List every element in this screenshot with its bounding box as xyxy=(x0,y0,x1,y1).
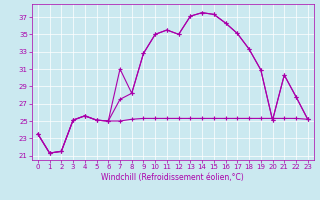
X-axis label: Windchill (Refroidissement éolien,°C): Windchill (Refroidissement éolien,°C) xyxy=(101,173,244,182)
